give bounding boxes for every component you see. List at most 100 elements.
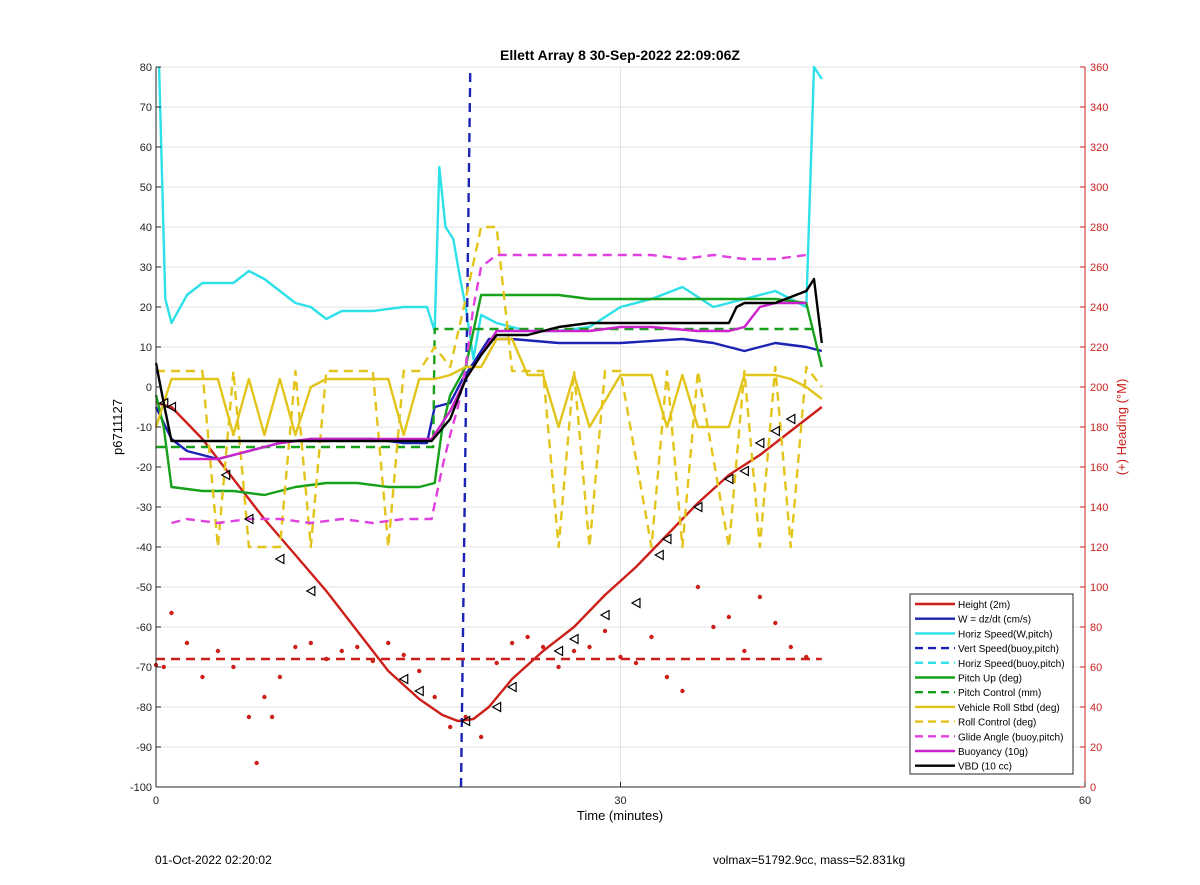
heading-point [525, 634, 530, 640]
heading-point [556, 664, 561, 670]
heading-point [494, 660, 499, 666]
y2-tick-label: 360 [1090, 62, 1108, 74]
x-axis-label: Time (minutes) [577, 808, 663, 823]
y-tick-label: -60 [136, 622, 152, 634]
series-line-vert-speed-buoy-pitch [459, 66, 472, 788]
y2-tick-label: 160 [1090, 462, 1108, 474]
y-tick-label: -100 [130, 782, 152, 794]
x-tick-label: 60 [1079, 795, 1091, 807]
x-tick-label: 30 [614, 795, 626, 807]
y2-tick-label: 60 [1090, 662, 1102, 674]
y2-tick-label: 320 [1090, 142, 1108, 154]
y-tick-label: 0 [146, 382, 152, 394]
heading-point [262, 694, 267, 700]
heading-point [386, 640, 391, 646]
y2-tick-label: 300 [1090, 182, 1108, 194]
heading-point [711, 624, 716, 630]
legend-label: Vehicle Roll Stbd (deg) [958, 703, 1060, 714]
series-line-horiz-speed-w-pitch [157, 65, 823, 361]
series-layer [153, 65, 823, 788]
legend-label: W = dz/dt (cm/s) [958, 615, 1031, 626]
height-marker [785, 413, 796, 425]
heading-point [695, 584, 701, 590]
height-marker [274, 553, 285, 565]
series-line-vehicle-roll-stbd-deg [154, 337, 823, 437]
legend-label: Horiz Speed(W,pitch) [958, 629, 1052, 640]
height-marker [305, 585, 316, 597]
y-tick-label: 10 [140, 342, 152, 354]
y-tick-label: 50 [140, 182, 152, 194]
y2-tick-label: 180 [1090, 422, 1108, 434]
y2-tick-label: 240 [1090, 302, 1108, 314]
legend-label: Pitch Control (mm) [958, 688, 1041, 699]
y2-tick-label: 100 [1090, 582, 1108, 594]
y-tick-label: -40 [136, 542, 152, 554]
series-line-pitch-control-mm [156, 327, 822, 449]
y2-tick-label: 280 [1090, 222, 1108, 234]
y2-tick-label: 120 [1090, 542, 1108, 554]
heading-point [587, 644, 592, 650]
heading-point [169, 610, 174, 616]
height-marker [166, 401, 177, 413]
height-marker [568, 633, 579, 645]
chart-title: Ellett Array 8 30-Sep-2022 22:09:06Z [500, 47, 740, 63]
heading-point [602, 628, 608, 634]
heading-point [355, 644, 360, 650]
heading-point [680, 688, 685, 694]
heading-point [540, 644, 546, 650]
y-tick-label: -70 [136, 662, 152, 674]
legend-label: Vert Speed(buoy,pitch) [958, 644, 1059, 655]
height-marker [739, 465, 749, 477]
height-marker [770, 425, 780, 437]
height-marker [220, 469, 231, 481]
y-tick-label: -80 [136, 702, 152, 714]
legend-label: Glide Angle (buoy,pitch) [958, 732, 1063, 743]
footer-vehicle-info: volmax=51792.9cc, mass=52.831kg [713, 853, 906, 867]
y-tick-label: -50 [136, 582, 152, 594]
y-tick-label: -10 [136, 422, 152, 434]
series-line-vbd-10-cc [154, 277, 823, 443]
heading-point [246, 714, 252, 720]
y-tick-label: 80 [140, 62, 152, 74]
y2-axis-label: (+) Heading (°M) [1114, 379, 1129, 476]
height-marker [692, 501, 703, 513]
y-tick-label: 60 [140, 142, 152, 154]
height-marker [158, 397, 169, 409]
heading-point [571, 648, 577, 654]
heading-point [417, 668, 422, 674]
height-marker [723, 473, 734, 485]
heading-point [432, 694, 437, 700]
y-tick-label: -20 [136, 462, 152, 474]
heading-point [478, 734, 484, 740]
y2-tick-label: 0 [1090, 782, 1096, 794]
y2-tick-label: 340 [1090, 102, 1108, 114]
heading-point [509, 640, 515, 646]
axes: 80706050403020100-10-20-30-40-50-60-70-8… [130, 62, 1108, 807]
heading-point [664, 674, 670, 680]
legend-label: Horiz Speed(buoy,pitch) [958, 659, 1065, 670]
heading-point [447, 724, 453, 730]
height-marker [553, 645, 564, 657]
y-tick-label: 70 [140, 102, 152, 114]
heading-point [184, 640, 190, 646]
y2-tick-label: 140 [1090, 502, 1108, 514]
heading-point [308, 640, 314, 646]
y-tick-label: 30 [140, 262, 152, 274]
legend-box [909, 593, 1074, 775]
x-tick-label: 0 [153, 795, 159, 807]
heading-point [215, 648, 221, 654]
y-axis-label: p6711127 [110, 399, 125, 455]
legend-label: Height (2m) [958, 600, 1010, 611]
height-marker [506, 681, 517, 693]
height-marker [460, 715, 471, 727]
heading-point [277, 674, 283, 680]
y-tick-label: 20 [140, 302, 152, 314]
legend-label: Roll Control (deg) [958, 718, 1036, 729]
height-marker [413, 685, 424, 697]
footer-timestamp: 01-Oct-2022 02:20:02 [155, 853, 272, 867]
heading-point [757, 594, 763, 600]
y2-tick-label: 220 [1090, 342, 1108, 354]
height-marker [754, 437, 765, 449]
